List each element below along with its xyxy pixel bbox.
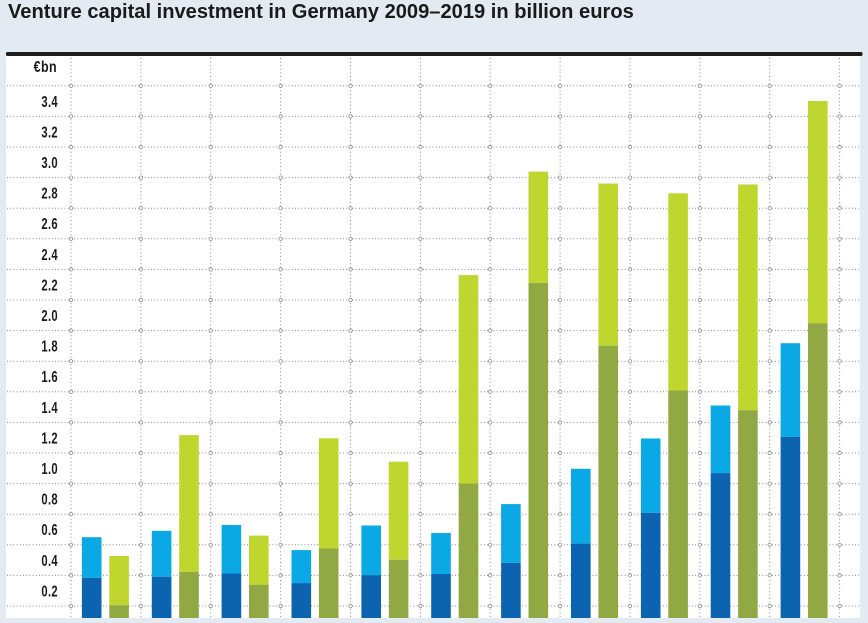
svg-text:0.4: 0.4 xyxy=(41,551,58,570)
svg-text:3.4: 3.4 xyxy=(41,92,58,111)
svg-text:3.2: 3.2 xyxy=(41,122,58,141)
svg-text:1.6: 1.6 xyxy=(41,367,58,386)
svg-text:2.6: 2.6 xyxy=(41,214,58,233)
svg-text:1.0: 1.0 xyxy=(41,459,58,478)
svg-text:1.8: 1.8 xyxy=(41,337,58,356)
svg-text:2.8: 2.8 xyxy=(41,184,58,203)
svg-text:0.2: 0.2 xyxy=(41,581,58,600)
svg-text:2.2: 2.2 xyxy=(41,275,58,294)
svg-text:3.0: 3.0 xyxy=(41,153,58,172)
svg-text:1.2: 1.2 xyxy=(41,428,58,447)
svg-text:2.4: 2.4 xyxy=(41,245,58,264)
svg-text:0.8: 0.8 xyxy=(41,490,58,509)
svg-text:0.6: 0.6 xyxy=(41,520,58,539)
svg-text:2.0: 2.0 xyxy=(41,306,58,325)
svg-text:€bn: €bn xyxy=(34,59,57,77)
svg-text:1.4: 1.4 xyxy=(41,398,58,417)
svg-text:Venture capital investment in: Venture capital investment in Germany 20… xyxy=(8,1,634,23)
